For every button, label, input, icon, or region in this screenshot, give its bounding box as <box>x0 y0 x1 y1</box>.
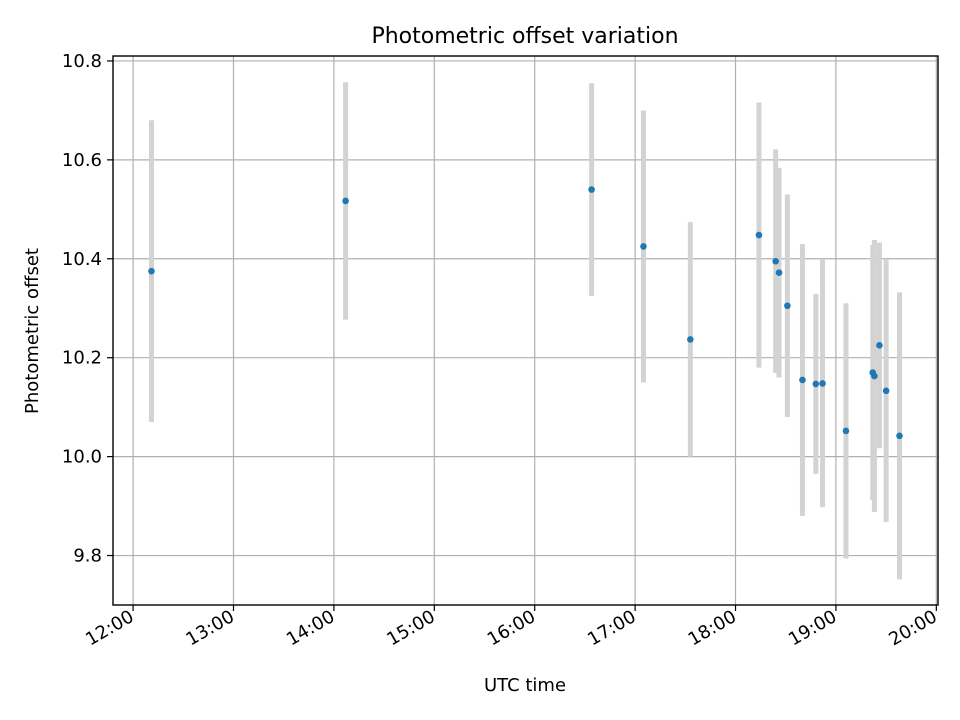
data-point <box>871 372 878 380</box>
y-tick-label: 10.8 <box>62 51 102 72</box>
x-tick-label: 18:00 <box>685 606 740 650</box>
y-axis-ticks: 9.8 10.0 10.2 10.4 10.6 10.8 <box>62 51 113 567</box>
x-axis-ticks: 12:00 13:00 14:00 15:00 16:00 17:00 18:00 19:00… <box>82 605 941 650</box>
data-point <box>687 336 694 343</box>
data-point <box>812 380 820 388</box>
data-point <box>799 376 806 384</box>
x-tick-label: 16:00 <box>484 606 539 650</box>
data-points <box>148 186 903 440</box>
x-tick-label: 17:00 <box>584 606 639 650</box>
data-point <box>772 257 779 265</box>
data-point <box>640 243 647 250</box>
x-tick-label: 20:00 <box>885 606 940 650</box>
data-point <box>896 432 903 440</box>
data-point <box>342 197 349 205</box>
error-bars <box>148 82 903 580</box>
x-tick-label: 12:00 <box>82 606 137 650</box>
y-tick-label: 10.2 <box>62 348 102 369</box>
plot-frame <box>112 55 939 606</box>
x-tick-label: 13:00 <box>183 606 238 650</box>
y-axis-label: Photometric offset <box>22 248 43 414</box>
x-tick-label: 15:00 <box>383 606 438 650</box>
data-point <box>882 387 890 395</box>
data-point <box>876 342 883 349</box>
chart-title: Photometric offset variation <box>371 24 678 49</box>
data-point <box>842 427 850 435</box>
x-tick-label: 14:00 <box>283 606 338 650</box>
x-tick-label: 19:00 <box>785 606 840 650</box>
data-point <box>784 302 791 310</box>
y-tick-label: 9.8 <box>73 546 102 567</box>
data-point <box>755 231 763 239</box>
data-point <box>588 186 595 193</box>
data-point <box>819 380 826 387</box>
y-tick-label: 10.0 <box>62 447 102 468</box>
data-point <box>775 269 783 276</box>
y-tick-label: 10.6 <box>62 150 102 171</box>
y-tick-label: 10.4 <box>62 249 102 270</box>
data-point <box>148 267 155 275</box>
x-axis-label: UTC time <box>484 675 566 696</box>
